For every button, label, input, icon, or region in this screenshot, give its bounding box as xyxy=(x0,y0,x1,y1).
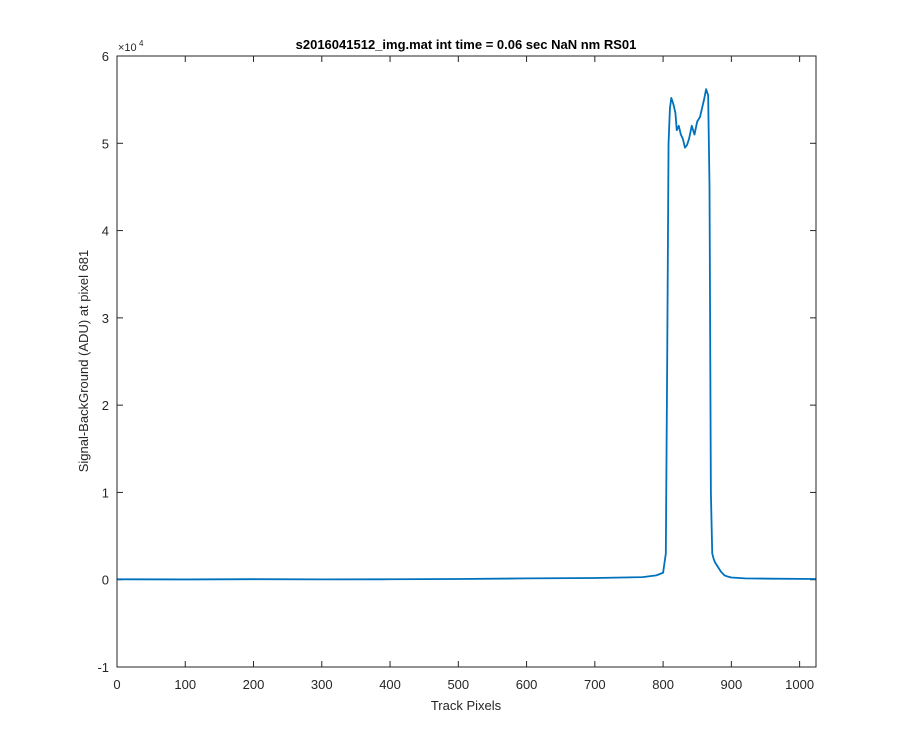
chart-title: s2016041512_img.mat int time = 0.06 sec … xyxy=(296,37,637,52)
y-tick-label: 0 xyxy=(102,573,109,588)
x-tick-label: 1000 xyxy=(785,677,814,692)
x-tick-label: 300 xyxy=(311,677,333,692)
y-axis-exponent-base: ×10 xyxy=(118,42,137,54)
x-tick-label: 100 xyxy=(174,677,196,692)
y-tick-label: 4 xyxy=(102,224,109,239)
x-tick-label: 0 xyxy=(113,677,120,692)
y-axis-exponent-power: 4 xyxy=(139,39,144,48)
x-tick-label: 600 xyxy=(516,677,538,692)
x-axis-label: Track Pixels xyxy=(431,698,502,713)
plot-frame xyxy=(116,55,817,668)
y-tick-label: 2 xyxy=(102,398,109,413)
y-tick-label: 1 xyxy=(102,485,109,500)
y-tick-label: -1 xyxy=(97,660,109,675)
series-layer xyxy=(116,88,817,581)
x-tick-label: 400 xyxy=(379,677,401,692)
y-axis-label: Signal-BackGround (ADU) at pixel 681 xyxy=(76,250,91,473)
x-tick-label: 200 xyxy=(243,677,265,692)
y-tick-label: 6 xyxy=(102,49,109,64)
x-axis-ticks: 0 100 200 300 400 500 600 700 800 900 1000 xyxy=(113,56,814,692)
x-tick-label: 500 xyxy=(447,677,469,692)
x-tick-label: 700 xyxy=(584,677,606,692)
plot-background xyxy=(117,56,816,667)
series-line xyxy=(116,88,817,581)
y-tick-label: 3 xyxy=(102,311,109,326)
x-tick-label: 900 xyxy=(721,677,743,692)
x-tick-label: 800 xyxy=(652,677,674,692)
y-tick-label: 5 xyxy=(102,136,109,151)
